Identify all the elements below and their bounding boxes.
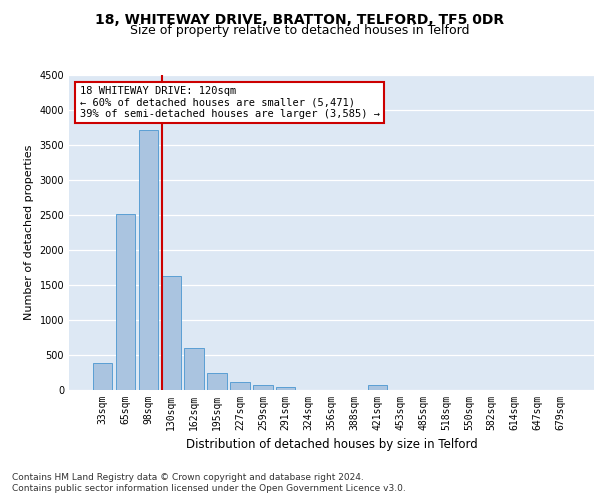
Bar xyxy=(184,348,204,390)
Bar xyxy=(368,385,387,390)
Y-axis label: Number of detached properties: Number of detached properties xyxy=(24,145,34,320)
Bar xyxy=(161,276,181,390)
Text: Size of property relative to detached houses in Telford: Size of property relative to detached ho… xyxy=(130,24,470,37)
Bar xyxy=(139,130,158,390)
Text: 18 WHITEWAY DRIVE: 120sqm
← 60% of detached houses are smaller (5,471)
39% of se: 18 WHITEWAY DRIVE: 120sqm ← 60% of detac… xyxy=(79,86,380,119)
Bar xyxy=(116,214,135,390)
Bar xyxy=(93,364,112,390)
Bar xyxy=(253,386,272,390)
Bar xyxy=(276,387,295,390)
Bar xyxy=(208,373,227,390)
Bar xyxy=(230,382,250,390)
X-axis label: Distribution of detached houses by size in Telford: Distribution of detached houses by size … xyxy=(185,438,478,452)
Text: Contains public sector information licensed under the Open Government Licence v3: Contains public sector information licen… xyxy=(12,484,406,493)
Text: Contains HM Land Registry data © Crown copyright and database right 2024.: Contains HM Land Registry data © Crown c… xyxy=(12,472,364,482)
Text: 18, WHITEWAY DRIVE, BRATTON, TELFORD, TF5 0DR: 18, WHITEWAY DRIVE, BRATTON, TELFORD, TF… xyxy=(95,12,505,26)
